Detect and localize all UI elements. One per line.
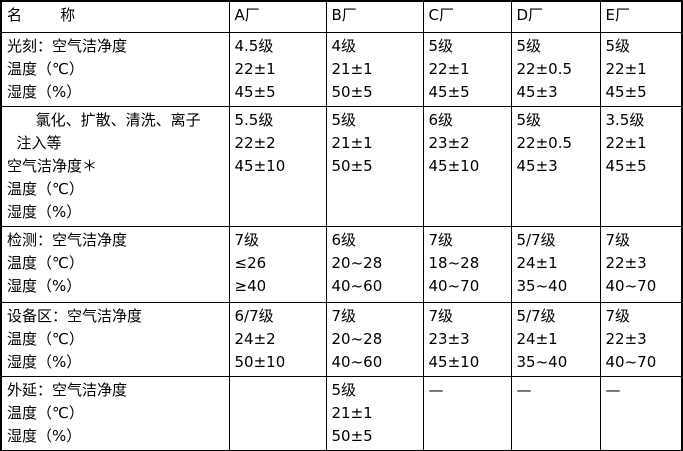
row-equipment-cell-e: 7级 22±3 40~70: [599, 301, 683, 377]
row-epitaxy-cell-e: —: [599, 375, 683, 451]
header-factory-a: A厂: [228, 0, 327, 33]
table-row-inspection: 检测：空气洁净度 温度（℃） 湿度（%） 7级 ≤26 ≥40 6级 20~28…: [0, 225, 683, 303]
row-equipment-cell-d: 5/7级 24±1 35~40: [510, 301, 601, 377]
row-inspection-cell-d: 5/7级 24±1 35~40: [510, 225, 601, 303]
header-factory-b: B厂: [325, 0, 424, 33]
row-equipment-cell-b: 7级 20~28 40~60: [325, 301, 424, 377]
row-inspection-cell-e: 7级 22±3 40~70: [599, 225, 683, 303]
row-diffusion-cell-c: 6级 23±2 45±10: [422, 105, 512, 227]
row-diffusion-cell-b: 5级 21±1 50±5: [325, 105, 424, 227]
table-row-equipment-area: 设备区：空气洁净度 温度（℃） 湿度（%） 6/7级 24±2 50±10 7级…: [0, 301, 683, 377]
row-diffusion-label: 氯化、扩散、清洗、离子 注入等 空气洁净度＊ 温度（℃） 湿度（%）: [0, 105, 230, 227]
header-name: 名 称: [0, 0, 230, 33]
row-equipment-cell-c: 7级 23±3 45±10: [422, 301, 512, 377]
row-equipment-label: 设备区：空气洁净度 温度（℃） 湿度（%）: [0, 301, 230, 377]
row-inspection-cell-b: 6级 20~28 40~60: [325, 225, 424, 303]
row-lithography-cell-b: 4级 21±1 50±5: [325, 31, 424, 107]
table-row-lithography: 光刻：空气洁净度 温度（℃） 湿度（%） 4.5级 22±1 45±5 4级 2…: [0, 31, 683, 107]
row-lithography-cell-c: 5级 22±1 45±5: [422, 31, 512, 107]
row-lithography-cell-e: 5级 22±1 45±5: [599, 31, 683, 107]
row-epitaxy-cell-a: [228, 375, 327, 451]
row-epitaxy-label: 外延：空气洁净度 温度（℃） 湿度（%）: [0, 375, 230, 451]
row-epitaxy-cell-c: —: [422, 375, 512, 451]
row-inspection-cell-c: 7级 18~28 40~70: [422, 225, 512, 303]
table-row-diffusion: 氯化、扩散、清洗、离子 注入等 空气洁净度＊ 温度（℃） 湿度（%） 5.5级 …: [0, 105, 683, 227]
row-diffusion-cell-d: 5级 22±0.5 45±3: [510, 105, 601, 227]
row-lithography-cell-d: 5级 22±0.5 45±3: [510, 31, 601, 107]
header-factory-d: D厂: [510, 0, 601, 33]
header-factory-e: E厂: [599, 0, 683, 33]
header-factory-c: C厂: [422, 0, 512, 33]
row-inspection-label: 检测：空气洁净度 温度（℃） 湿度（%）: [0, 225, 230, 303]
row-lithography-cell-a: 4.5级 22±1 45±5: [228, 31, 327, 107]
table-row-epitaxy: 外延：空气洁净度 温度（℃） 湿度（%） 5级 21±1 50±5 — — —: [0, 375, 683, 451]
row-inspection-cell-a: 7级 ≤26 ≥40: [228, 225, 327, 303]
row-epitaxy-cell-d: —: [510, 375, 601, 451]
row-lithography-label: 光刻：空气洁净度 温度（℃） 湿度（%）: [0, 31, 230, 107]
row-equipment-cell-a: 6/7级 24±2 50±10: [228, 301, 327, 377]
header-row: 名 称 A厂 B厂 C厂 D厂 E厂: [0, 0, 683, 33]
row-diffusion-cell-e: 3.5级 22±1 45±5: [599, 105, 683, 227]
row-diffusion-cell-a: 5.5级 22±2 45±10: [228, 105, 327, 227]
row-epitaxy-cell-b: 5级 21±1 50±5: [325, 375, 424, 451]
